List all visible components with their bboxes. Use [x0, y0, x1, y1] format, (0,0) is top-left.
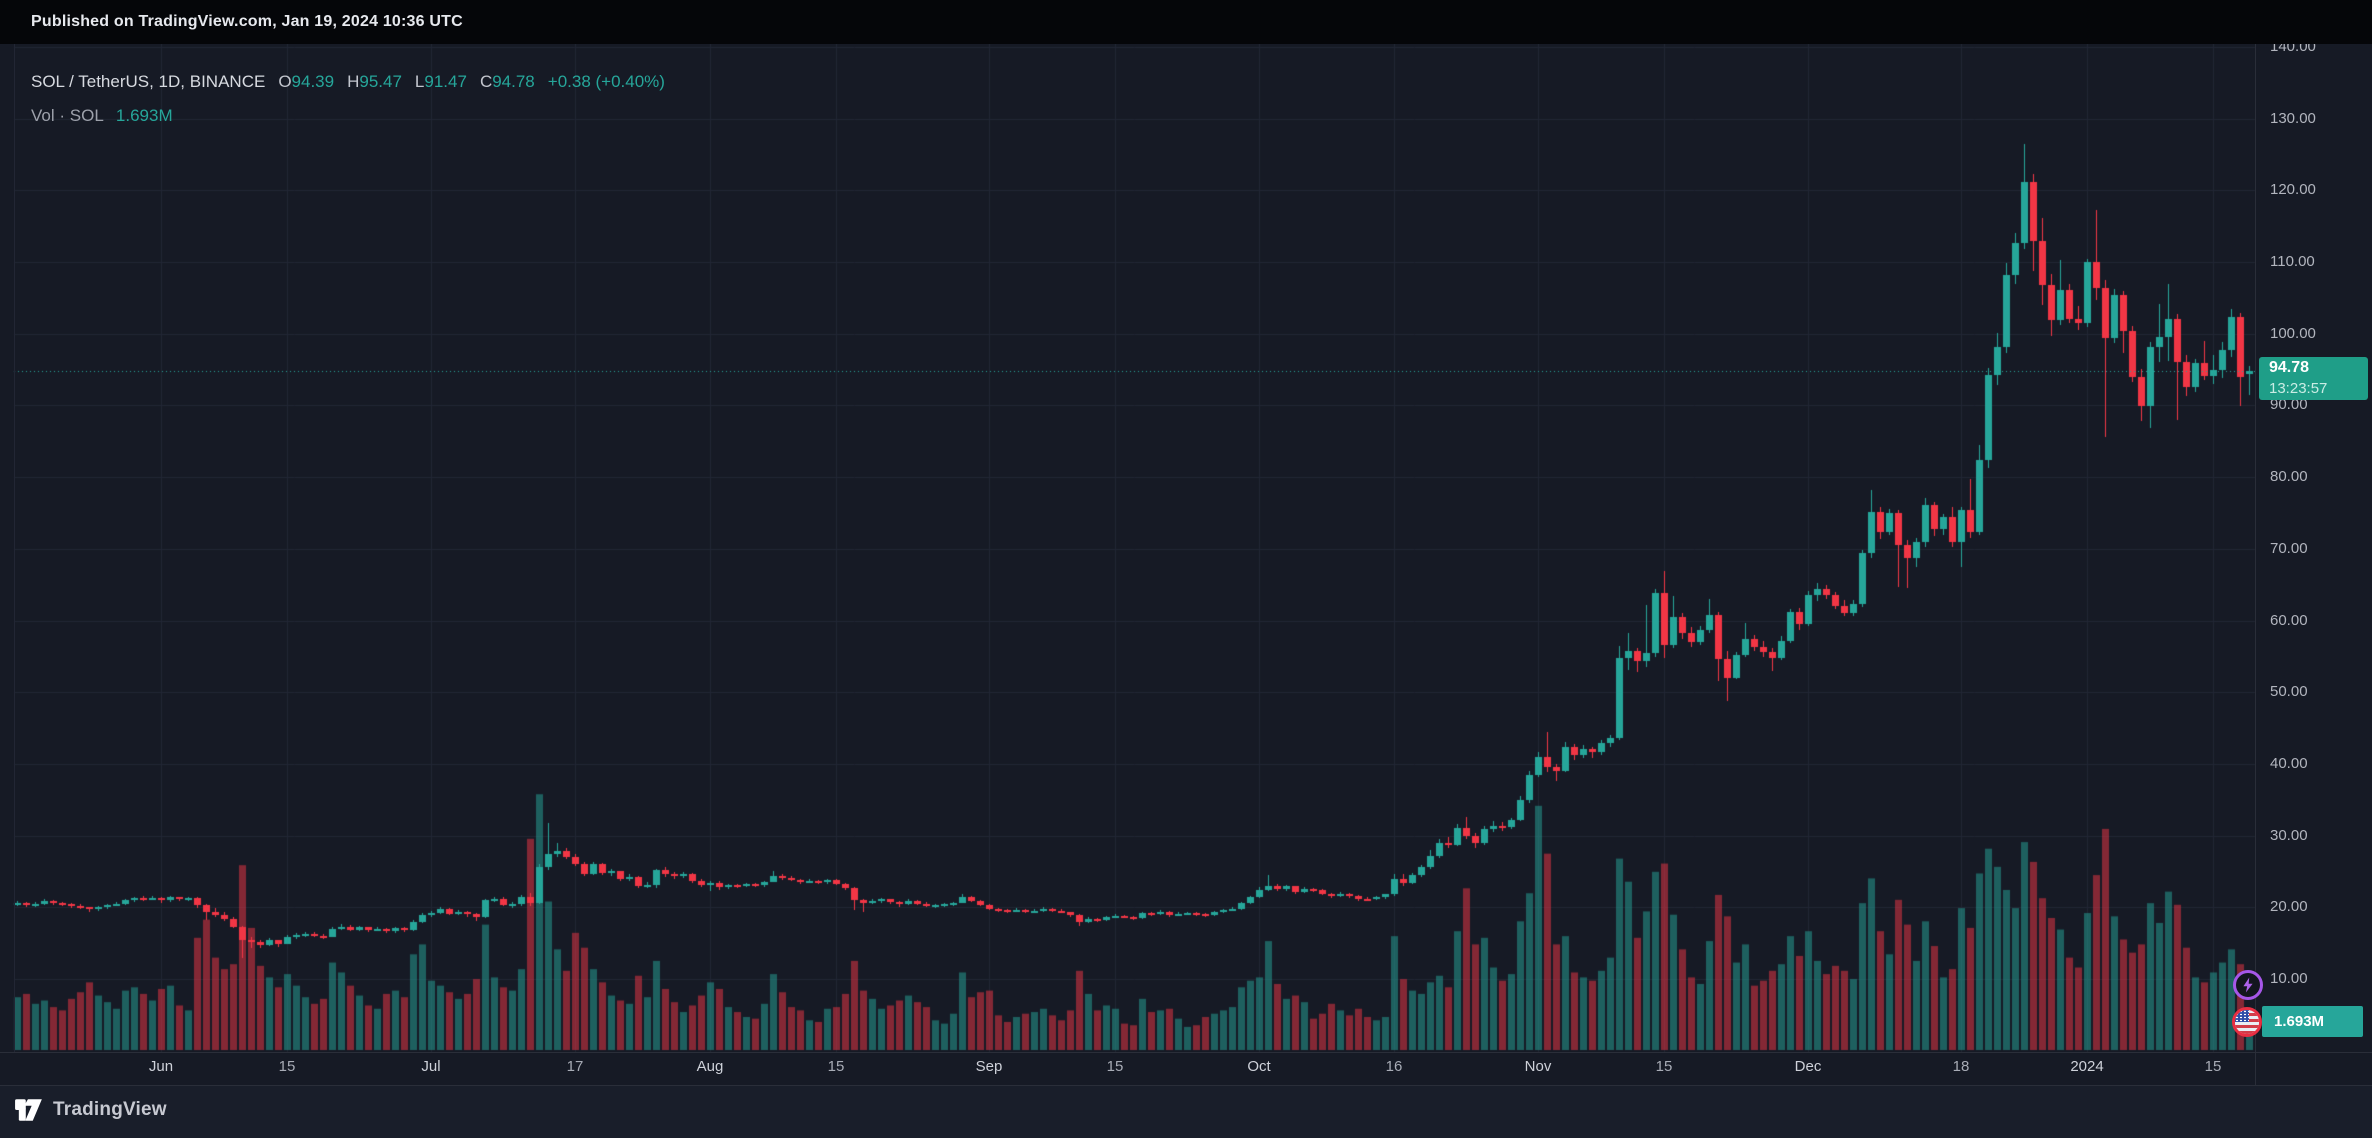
price-axis-label: 90.00 [2270, 396, 2308, 414]
vol-separator: · [59, 106, 66, 125]
high-label: H [347, 72, 360, 91]
symbol-title[interactable]: SOL / TetherUS, 1D, BINANCE [31, 72, 266, 91]
time-axis-label: 15 [2204, 1058, 2222, 1075]
vol-symbol: SOL [69, 106, 104, 125]
footer-bar [0, 1086, 2372, 1138]
tradingview-logo[interactable]: TradingView [14, 1095, 167, 1125]
lightning-icon[interactable] [2233, 970, 2263, 1000]
time-axis-label: 15 [278, 1058, 296, 1075]
volume-legend: Vol · SOL 1.693M [31, 106, 173, 126]
time-axis-label: 2024 [2070, 1058, 2104, 1075]
time-axis-label: 16 [1385, 1058, 1403, 1075]
time-axis-label: 15 [1106, 1058, 1124, 1075]
volume-value-badge: 1.693M [2262, 1006, 2363, 1037]
time-axis-label: Dec [1794, 1058, 1822, 1075]
vol-value: 1.693M [115, 106, 173, 125]
price-axis-label: 100.00 [2270, 324, 2316, 342]
price-axis-label: 70.00 [2270, 539, 2308, 557]
price-axis-label: 10.00 [2270, 969, 2308, 987]
time-axis-label: Oct [1247, 1058, 1271, 1075]
lightning-glyph [2243, 977, 2253, 993]
tradingview-mark-icon [15, 1099, 42, 1121]
open-value: 94.39 [291, 72, 335, 91]
last-price-badge: 94.78 13:23:57 [2259, 357, 2368, 400]
close-label: C [479, 72, 493, 91]
time-axis-label: Nov [1524, 1058, 1552, 1075]
price-axis-label: 130.00 [2270, 109, 2316, 127]
price-axis-label: 60.00 [2270, 611, 2308, 629]
flag-canton [2235, 1010, 2250, 1023]
price-axis-label: 110.00 [2270, 253, 2315, 271]
pane-left-border [14, 44, 15, 1052]
close-value: 94.78 [492, 72, 535, 91]
published-banner: Published on TradingView.com, Jan 19, 20… [0, 0, 2372, 44]
low-value: 91.47 [424, 72, 467, 91]
time-axis-label: Jul [421, 1058, 441, 1075]
time-axis-label: 15 [1655, 1058, 1673, 1075]
symbol-legend: SOL / TetherUS, 1D, BINANCE O94.39 H95.47 L… [31, 72, 665, 92]
time-axis-border[interactable] [0, 1052, 2372, 1053]
low-label: L [414, 72, 425, 91]
bar-countdown: 13:23:57 [2269, 380, 2328, 397]
time-axis-label: Aug [696, 1058, 724, 1075]
price-axis-label: 40.00 [2270, 754, 2308, 772]
footer-border [0, 1085, 2372, 1086]
price-axis-label: 120.00 [2270, 181, 2316, 199]
us-flag-icon[interactable] [2232, 1007, 2262, 1037]
time-axis-label: 18 [1952, 1058, 1970, 1075]
price-axis-border[interactable] [2255, 44, 2256, 1085]
time-axis-label: Sep [975, 1058, 1003, 1075]
vol-label: Vol [31, 106, 55, 125]
price-axis-label: 80.00 [2270, 468, 2308, 486]
published-text: Published on TradingView.com, Jan 19, 20… [31, 13, 463, 30]
last-price-value: 94.78 [2269, 359, 2310, 376]
high-value: 95.47 [359, 72, 402, 91]
price-axis-label: 30.00 [2270, 826, 2308, 844]
open-label: O [278, 72, 292, 91]
volume-badge-value: 1.693M [2274, 1013, 2325, 1030]
time-axis-label: Jun [148, 1058, 174, 1075]
change-value: +0.38 (+0.40%) [547, 72, 665, 91]
price-axis-label: 20.00 [2270, 898, 2308, 916]
time-axis-label: 15 [827, 1058, 845, 1075]
time-axis-label: 17 [566, 1058, 584, 1075]
tradingview-logo-text: TradingView [53, 1099, 167, 1120]
price-axis-label: 50.00 [2270, 683, 2308, 701]
